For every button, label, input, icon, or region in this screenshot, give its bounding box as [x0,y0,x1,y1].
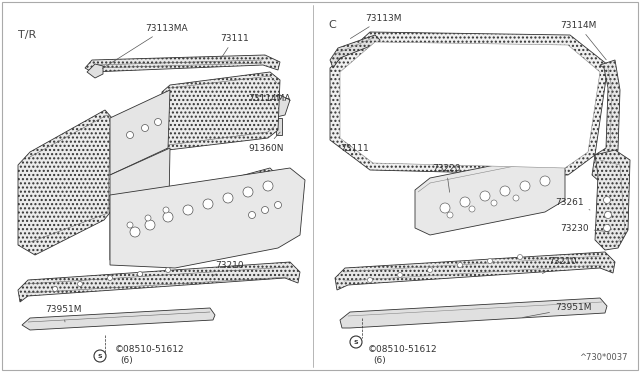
Polygon shape [110,148,170,260]
Text: 73230: 73230 [560,224,609,232]
Circle shape [127,222,133,228]
Text: 73114MA: 73114MA [248,93,291,107]
Polygon shape [330,35,380,68]
Polygon shape [18,262,300,302]
Text: 73261: 73261 [555,198,590,210]
Circle shape [488,259,493,263]
Circle shape [94,350,106,362]
Circle shape [243,187,253,197]
Circle shape [145,220,155,230]
Circle shape [275,202,282,208]
Polygon shape [22,308,215,330]
Text: 73951M: 73951M [523,304,591,317]
Text: (6): (6) [374,356,387,365]
Text: 73111: 73111 [220,33,249,58]
Circle shape [458,263,463,267]
Text: T/R: T/R [18,30,36,40]
Polygon shape [110,168,305,268]
Polygon shape [595,150,630,250]
Circle shape [108,276,113,280]
Text: 91360N: 91360N [248,132,284,153]
Text: 73111: 73111 [340,144,369,153]
Circle shape [480,191,490,201]
Circle shape [145,215,151,221]
Text: 73210: 73210 [543,257,577,273]
Polygon shape [340,42,600,168]
Circle shape [397,273,403,278]
Polygon shape [276,118,282,135]
Circle shape [52,286,58,292]
Text: 73220: 73220 [432,164,461,192]
Polygon shape [335,252,615,290]
Polygon shape [110,90,170,175]
Circle shape [605,212,611,218]
Circle shape [604,224,611,231]
Circle shape [138,272,143,276]
Circle shape [130,227,140,237]
Text: 73951M: 73951M [45,305,81,322]
Circle shape [154,119,161,125]
Circle shape [166,267,170,273]
Circle shape [540,176,550,186]
Text: 73210: 73210 [212,260,244,276]
Circle shape [350,336,362,348]
Circle shape [263,181,273,191]
Text: C: C [328,20,336,30]
Circle shape [163,207,169,213]
Circle shape [513,195,519,201]
Circle shape [447,212,453,218]
Circle shape [460,197,470,207]
Circle shape [518,254,522,260]
Circle shape [500,186,510,196]
Circle shape [604,196,611,203]
Polygon shape [265,95,290,118]
Text: 73113M: 73113M [350,13,401,39]
Circle shape [491,200,497,206]
Text: (6): (6) [120,356,133,365]
Circle shape [223,193,233,203]
Polygon shape [18,110,112,255]
Circle shape [127,131,134,138]
Circle shape [141,125,148,131]
Text: 73113MA: 73113MA [102,23,188,68]
Circle shape [203,199,213,209]
Polygon shape [340,298,607,328]
Circle shape [428,267,433,273]
Circle shape [77,282,83,286]
Text: 73114M: 73114M [560,20,606,60]
Polygon shape [85,55,280,72]
Circle shape [262,206,269,214]
Polygon shape [160,72,280,150]
Polygon shape [87,64,103,78]
Text: ^730*0037: ^730*0037 [579,353,628,362]
Circle shape [440,203,450,213]
Circle shape [163,212,173,222]
Polygon shape [158,168,280,268]
Circle shape [367,278,372,282]
Text: S: S [354,340,358,344]
Circle shape [520,181,530,191]
Polygon shape [415,155,565,235]
Text: ©08510-51612: ©08510-51612 [368,346,438,355]
Text: S: S [98,353,102,359]
Circle shape [248,212,255,218]
Polygon shape [330,32,608,175]
Polygon shape [592,60,620,182]
Text: ©08510-51612: ©08510-51612 [115,346,184,355]
Circle shape [469,206,475,212]
Circle shape [183,205,193,215]
